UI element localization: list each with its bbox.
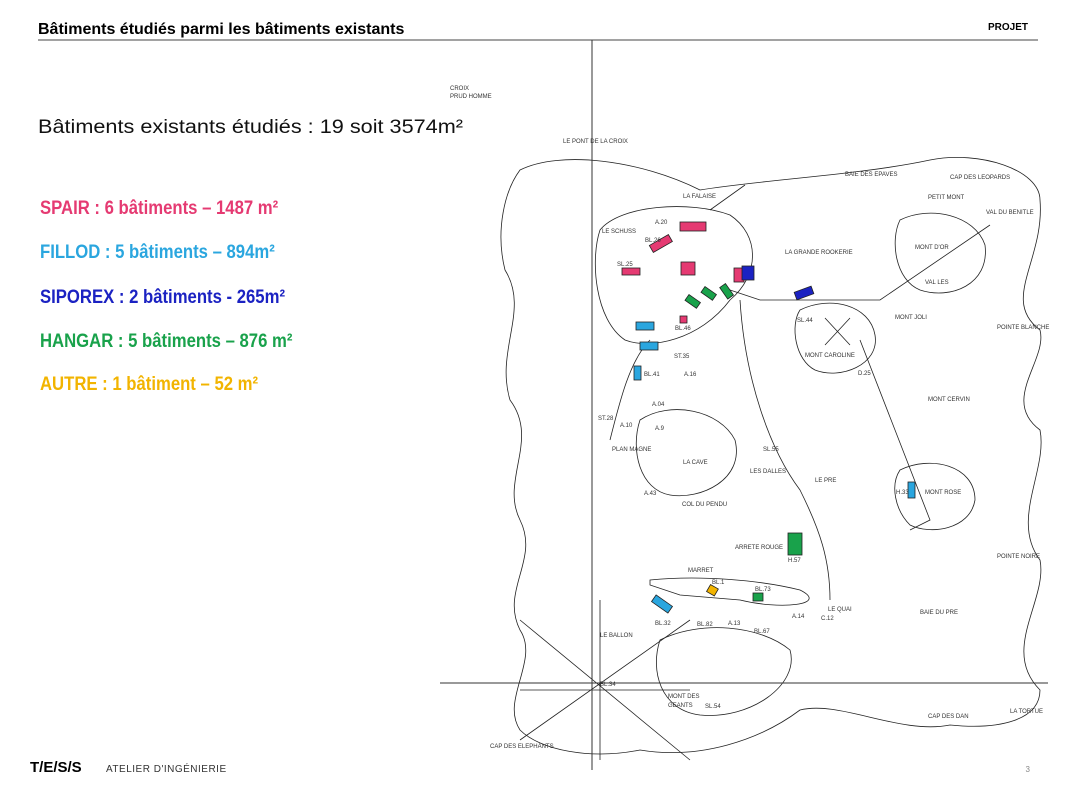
building xyxy=(621,267,641,276)
legend-item: HANGAR : 5 bâtiments – 876 m² xyxy=(40,330,292,351)
building xyxy=(793,285,815,301)
building xyxy=(705,583,719,597)
building xyxy=(633,365,642,381)
map-label: SL.54 xyxy=(705,704,721,710)
summary: Bâtiments existants étudiés : 19 soit 35… xyxy=(38,117,463,138)
map-label: BL.73 xyxy=(755,587,771,593)
map-label: CAP DES ELEPHANTS xyxy=(490,744,554,750)
building xyxy=(679,315,688,324)
map-label: A.04 xyxy=(652,402,665,408)
map-label: BL.1 xyxy=(712,580,725,586)
map-label: MONT ROSE xyxy=(925,490,961,496)
map-label: LA CAVE xyxy=(683,460,708,466)
building xyxy=(719,282,735,300)
building xyxy=(907,481,916,499)
site-map xyxy=(500,157,1042,761)
buildings xyxy=(621,221,916,614)
map-label: A.13 xyxy=(728,621,741,627)
map-label: A.10 xyxy=(620,423,633,429)
legend-item: FILLOD : 5 bâtiments – 894m² xyxy=(40,241,275,262)
page-number: 3 xyxy=(1026,765,1031,774)
map-label: BL.67 xyxy=(754,629,770,635)
map-label: BL.41 xyxy=(644,372,660,378)
building xyxy=(679,221,707,232)
company-logo: T/E/S/S xyxy=(30,759,82,776)
map-label: MONT DES xyxy=(668,694,700,700)
building xyxy=(648,233,673,254)
map-label: LE PONT DE LA CROIX xyxy=(563,139,628,145)
map-label: PRUD HOMME xyxy=(450,94,492,100)
building xyxy=(680,261,696,276)
map-label: LE QUAI xyxy=(828,607,852,613)
map-label: SL.55 xyxy=(763,447,779,453)
slide-tag: PROJET xyxy=(988,22,1028,33)
map-label: SL.25 xyxy=(617,262,633,268)
map-label: MONT JOLI xyxy=(895,315,927,321)
map-label: BL.46 xyxy=(675,326,691,332)
map-label: LE PRE xyxy=(815,478,836,484)
map-label: LA FALAISE xyxy=(683,194,716,200)
map-label: A.14 xyxy=(792,614,805,620)
map-label: A.20 xyxy=(655,220,668,226)
building xyxy=(752,592,764,602)
map-label: MONT CAROLINE xyxy=(805,353,855,359)
building xyxy=(741,265,755,281)
map-label: BAIE DU PRE xyxy=(920,610,958,616)
building xyxy=(650,594,674,614)
map-label: LA TORTUE xyxy=(1010,709,1043,715)
map-label: H.57 xyxy=(788,558,801,564)
map-labels: CROIX PRUD HOMME LE PONT DE LA CROIX BAIE D… xyxy=(450,86,1049,750)
map-label: ST.28 xyxy=(598,416,614,422)
map-label: CAP DES LEOPARDS xyxy=(950,175,1010,181)
map-label: COL DU PENDU xyxy=(682,502,727,508)
map-label: C.12 xyxy=(821,616,834,622)
map-label: SL.44 xyxy=(797,318,813,324)
building xyxy=(639,341,659,351)
map-label: A.9 xyxy=(655,426,665,432)
legend-item: SPAIR : 6 bâtiments – 1487 m² xyxy=(40,197,278,218)
map-label: CROIX xyxy=(450,86,469,92)
map-label: POINTE BLANCHE xyxy=(997,325,1049,331)
building xyxy=(700,285,718,301)
map-label: BL.32 xyxy=(655,621,671,627)
slide-title: Bâtiments étudiés parmi les bâtiments ex… xyxy=(38,21,404,38)
map-label: LA GRANDE ROOKERIE xyxy=(785,250,853,256)
map-label: VAL DU BENITLE xyxy=(986,210,1034,216)
company-name: ATELIER D'INGÉNIERIE xyxy=(106,762,227,775)
map-label: H.33 xyxy=(896,490,909,496)
building xyxy=(684,293,702,309)
map-label: ST.35 xyxy=(674,354,690,360)
map-label: A.16 xyxy=(684,372,697,378)
map-label: PLAN MAGNE xyxy=(612,447,651,453)
building xyxy=(787,532,803,556)
map-label: LES DALLES xyxy=(750,469,786,475)
map-label: BAIE DES EPAVES xyxy=(845,172,897,178)
map-label: BL.26 xyxy=(645,238,661,244)
map-label: GEANTS xyxy=(668,703,693,709)
map-label: BL.82 xyxy=(697,622,713,628)
map-label: VAL LES xyxy=(925,280,949,286)
map-label: LE BALLON xyxy=(600,633,633,639)
map-label: BL.34 xyxy=(600,682,616,688)
map-label: PETIT MONT xyxy=(928,195,965,201)
map-label: ARRETE ROUGE xyxy=(735,545,783,551)
legend-item: SIPOREX : 2 bâtiments - 265m² xyxy=(40,286,285,307)
map-label: CAP DES DAN xyxy=(928,714,969,720)
map-label: MONT D'OR xyxy=(915,245,949,251)
map-label: D.25 xyxy=(858,371,871,377)
map-label: MARRET xyxy=(688,568,714,574)
legend-item: AUTRE : 1 bâtiment – 52 m² xyxy=(40,373,258,394)
building xyxy=(635,321,655,331)
map-label: MONT CERVIN xyxy=(928,397,970,403)
map-label: LE SCHUSS xyxy=(602,229,636,235)
map-label: POINTE NOIRE xyxy=(997,554,1040,560)
legend: SPAIR : 6 bâtiments – 1487 m² FILLOD : 5 … xyxy=(40,197,292,394)
map-label: A.43 xyxy=(644,491,657,497)
